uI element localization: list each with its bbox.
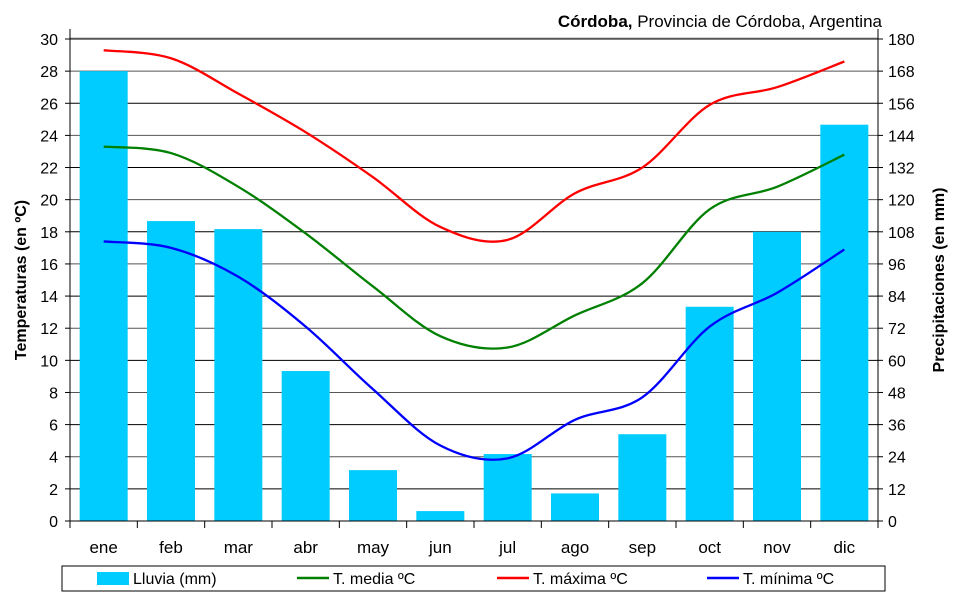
x-tick-label: dic — [833, 538, 855, 557]
left-tick-label: 22 — [40, 161, 58, 178]
right-tick-label: 168 — [888, 64, 915, 81]
left-tick-label: 12 — [40, 321, 58, 338]
right-tick-label: 108 — [888, 225, 915, 242]
legend-label: T. máxima ºC — [533, 571, 628, 588]
right-tick-label: 144 — [888, 128, 915, 145]
bar-feb — [147, 221, 195, 522]
bar-jul — [483, 454, 532, 521]
x-tick-label: abr — [293, 538, 318, 557]
right-tick-label: 96 — [888, 257, 906, 274]
left-tick-label: 26 — [40, 96, 58, 113]
right-tick-label: 0 — [888, 514, 897, 531]
right-tick-label: 156 — [888, 96, 915, 113]
chart-title: Córdoba, Provincia de Córdoba, Argentina — [558, 12, 882, 32]
legend: Lluvia (mm) T. media ºC T. máxima ºC T. mín… — [61, 565, 886, 592]
x-tick-label: may — [357, 538, 390, 557]
bar-oct — [685, 306, 734, 521]
x-tick-label: oct — [698, 538, 721, 557]
left-tick-label: 8 — [49, 385, 58, 402]
x-tick-label: mar — [224, 538, 254, 557]
x-tick-label: jun — [428, 538, 452, 557]
x-tick-label: sep — [629, 538, 656, 557]
right-tick-label: 72 — [888, 321, 906, 338]
right-axis-label: Precipitaciones (en mm) — [931, 188, 948, 373]
x-tick-label: ene — [89, 538, 117, 557]
left-tick-label: 30 — [40, 32, 58, 49]
left-tick-label: 4 — [49, 450, 58, 467]
bar-may — [349, 470, 397, 521]
x-tick-label: ago — [561, 538, 589, 557]
left-tick-label: 10 — [40, 353, 58, 370]
legend-label: T. mínima ºC — [743, 571, 834, 588]
right-tick-label: 180 — [888, 32, 915, 49]
right-tick-label: 120 — [888, 193, 915, 210]
right-tick-label: 48 — [888, 385, 906, 402]
bar-ene — [79, 71, 128, 521]
left-axis-label: Temperaturas (en ºC) — [13, 200, 30, 360]
right-tick-label: 24 — [888, 450, 906, 467]
left-tick-label: 18 — [40, 225, 58, 242]
bar-dic — [820, 124, 869, 521]
x-tick-label: nov — [763, 538, 791, 557]
right-tick-label: 60 — [888, 353, 906, 370]
right-tick-label: 132 — [888, 161, 915, 178]
legend-label: T. media ºC — [333, 571, 415, 588]
right-tick-label: 36 — [888, 418, 906, 435]
bar-ago — [551, 493, 599, 521]
legend-swatch-bar — [97, 572, 129, 585]
title-region: Provincia de Córdoba, Argentina — [632, 12, 882, 31]
bar-sep — [618, 434, 667, 521]
left-tick-label: 2 — [49, 482, 58, 499]
left-tick-label: 20 — [40, 193, 58, 210]
left-tick-label: 6 — [49, 418, 58, 435]
left-tick-label: 24 — [40, 128, 58, 145]
bar-nov — [753, 231, 801, 522]
bar-mar — [214, 229, 263, 521]
bar-abr — [281, 371, 330, 521]
line-T. máxima ºC — [103, 49, 845, 243]
x-tick-label: jul — [498, 538, 516, 557]
bar-jun — [416, 511, 465, 521]
left-tick-label: 28 — [40, 64, 58, 81]
left-tick-label: 14 — [40, 289, 58, 306]
left-tick-label: 16 — [40, 257, 58, 274]
right-tick-label: 12 — [888, 482, 906, 499]
legend-box — [61, 565, 886, 592]
right-tick-label: 84 — [888, 289, 906, 306]
left-tick-label: 0 — [49, 514, 58, 531]
legend-label: Lluvia (mm) — [133, 571, 217, 588]
title-city: Córdoba, — [557, 12, 633, 31]
line-T. mínima ºC — [103, 240, 845, 461]
x-tick-label: feb — [159, 538, 183, 557]
